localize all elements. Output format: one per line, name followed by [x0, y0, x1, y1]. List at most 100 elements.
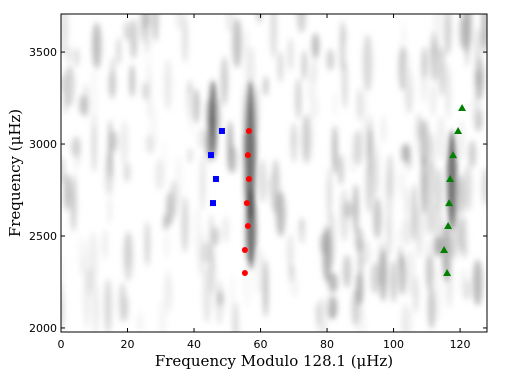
noise-streak — [289, 278, 300, 297]
noise-streak — [201, 241, 211, 264]
noise-streak — [416, 113, 422, 140]
noise-streak — [209, 249, 216, 295]
noise-streak — [326, 48, 335, 71]
noise-streak — [352, 130, 363, 166]
y-axis-label: Frequency (μHz) — [6, 109, 24, 237]
point — [458, 103, 467, 111]
noise-streak — [373, 197, 382, 239]
noise-streak — [199, 155, 206, 212]
noise-streak — [481, 14, 487, 53]
noise-streak — [361, 240, 371, 265]
y-tick-label: 2500 — [29, 230, 57, 243]
noise-streak — [212, 226, 219, 247]
noise-streak — [408, 304, 413, 332]
noise-streak — [181, 196, 189, 253]
noise-streak — [275, 191, 286, 237]
noise-streak — [145, 134, 154, 154]
noise-streak — [142, 81, 149, 100]
noise-streak — [398, 171, 404, 199]
noise-streak — [258, 158, 267, 204]
noise-streak — [332, 90, 338, 117]
noise-streak — [430, 202, 437, 236]
ridge-streak — [246, 190, 256, 270]
noise-streak — [299, 227, 305, 246]
noise-streak — [290, 122, 298, 163]
x-tick-label: 100 — [383, 338, 404, 351]
point — [449, 151, 458, 159]
noise-streak — [76, 235, 87, 260]
noise-streak — [441, 224, 452, 283]
noise-streak — [221, 56, 229, 104]
noise-streak — [309, 95, 320, 121]
noise-streak — [366, 154, 375, 197]
point — [244, 152, 251, 159]
noise-streak — [216, 97, 221, 132]
noise-streak — [61, 14, 69, 55]
noise-streak — [302, 114, 311, 164]
noise-streak — [129, 64, 135, 98]
noise-streak — [390, 259, 397, 303]
noise-streak — [65, 46, 73, 63]
noise-streak — [311, 32, 320, 59]
x-tick-label: 80 — [320, 338, 334, 351]
noise-streak — [328, 272, 338, 293]
ridge-streak — [209, 80, 217, 160]
point — [212, 175, 219, 182]
noise-streak — [319, 231, 330, 256]
noise-streak — [93, 283, 99, 332]
noise-streak — [456, 174, 465, 216]
noise-streak — [475, 109, 483, 132]
noise-streak — [242, 263, 252, 309]
noise-streak — [246, 49, 255, 79]
noise-streak — [352, 183, 359, 234]
noise-streak — [228, 145, 238, 174]
noise-streak — [419, 119, 430, 168]
noise-streak — [401, 302, 410, 332]
y-tick-label: 2000 — [29, 322, 57, 335]
noise-streak — [458, 119, 465, 162]
noise-streak — [136, 310, 144, 332]
x-tick-label: 120 — [450, 338, 471, 351]
noise-streak — [405, 249, 416, 296]
noise-streak — [343, 200, 353, 219]
noise-streak — [169, 180, 178, 219]
noise-streak — [268, 177, 278, 196]
noise-streak — [123, 20, 131, 41]
noise-streak — [107, 71, 116, 98]
noise-streak — [425, 254, 434, 291]
noise-streak — [107, 195, 113, 225]
noise-streak — [142, 24, 153, 77]
noise-streak — [317, 297, 328, 332]
noise-streak — [341, 26, 347, 45]
noise-streak — [301, 50, 307, 81]
noise-streak — [463, 164, 473, 212]
noise-streak — [404, 186, 410, 218]
noise-streak — [427, 160, 435, 205]
noise-streak — [75, 134, 80, 168]
noise-streak — [193, 88, 200, 124]
x-tick-label: 20 — [121, 338, 135, 351]
point — [241, 246, 248, 253]
noise-streak — [205, 128, 211, 157]
noise-streak — [295, 77, 302, 120]
point — [243, 200, 250, 207]
point — [454, 126, 463, 134]
noise-streak — [381, 114, 386, 144]
noise-streak — [413, 275, 419, 314]
noise-streak — [434, 167, 443, 216]
noise-streak — [230, 272, 235, 332]
noise-streak — [332, 125, 338, 175]
noise-streak — [425, 196, 433, 236]
noise-streak — [435, 212, 445, 241]
noise-streak — [70, 175, 77, 233]
point — [244, 223, 251, 230]
noise-streak — [108, 119, 113, 179]
noise-streak — [263, 76, 269, 97]
point — [241, 269, 248, 276]
noise-streak — [296, 14, 307, 33]
x-tick-label: 40 — [187, 338, 201, 351]
noise-streak — [175, 14, 184, 31]
noise-streak — [187, 91, 194, 136]
noise-streak — [78, 94, 88, 116]
